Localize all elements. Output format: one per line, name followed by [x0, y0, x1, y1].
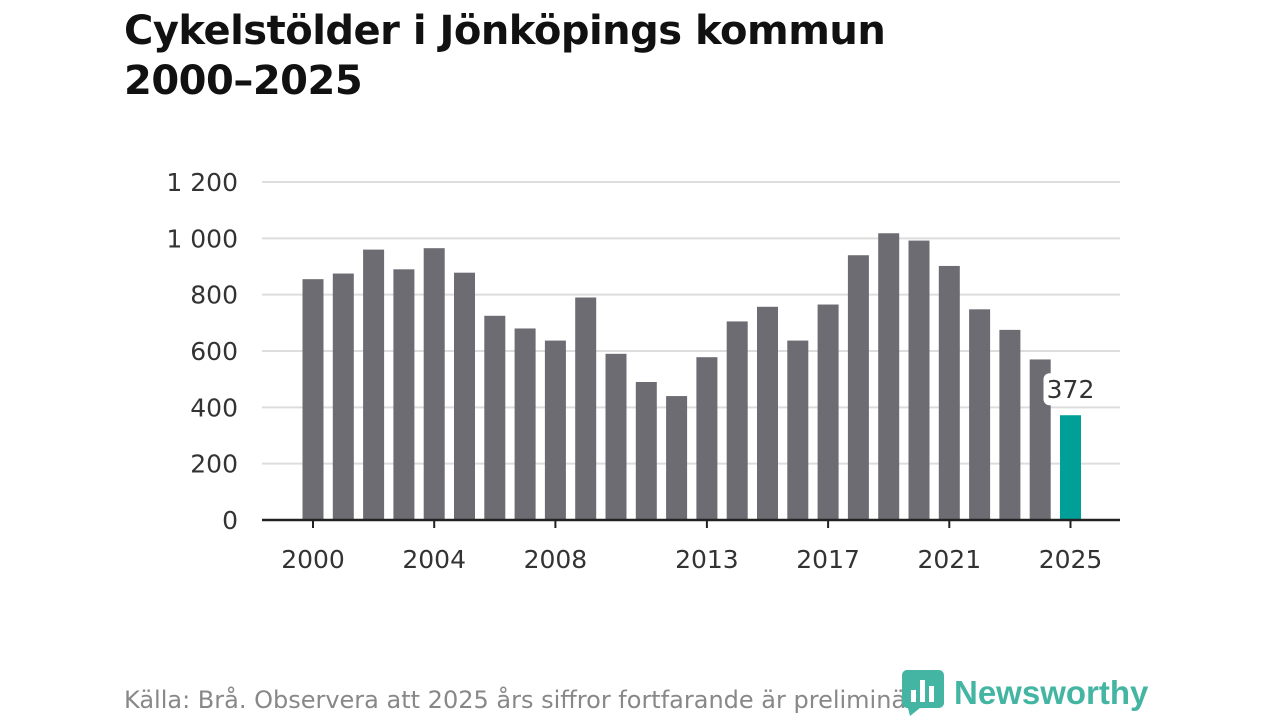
data-label-bg — [1043, 373, 1098, 406]
y-tick-label: 1 000 — [166, 224, 238, 253]
bar-2010 — [605, 353, 627, 520]
source-note: Källa: Brå. Observera att 2025 års siffr… — [124, 686, 939, 714]
x-tick-label: 2017 — [796, 545, 860, 574]
bar-2001 — [332, 273, 354, 520]
y-tick-label: 800 — [190, 281, 238, 310]
y-tick-label: 1 200 — [166, 168, 238, 197]
bar-2000 — [302, 279, 324, 520]
x-tick-label: 2000 — [281, 545, 345, 574]
chart-title-line-2: 2000–2025 — [124, 58, 363, 104]
x-tick-label: 2008 — [524, 545, 588, 574]
bar-2012 — [666, 396, 688, 520]
bar-2014 — [726, 321, 748, 520]
bar-2018 — [847, 255, 869, 520]
bar-2008 — [544, 340, 566, 520]
bar-2002 — [363, 249, 385, 520]
brand-name: Newsworthy — [954, 674, 1149, 711]
y-tick-label: 400 — [190, 393, 238, 422]
bar-2003 — [393, 269, 415, 520]
bar-2007 — [514, 328, 536, 520]
y-axis-ticks: 0 200 400 600 800 1 000 1 200 — [166, 168, 238, 535]
data-labels: 372 — [1043, 373, 1098, 406]
bar-2017 — [817, 304, 839, 520]
bar-2022 — [969, 309, 991, 520]
y-tick-label: 0 — [222, 506, 238, 535]
bars — [302, 233, 1081, 521]
bar-2023 — [999, 329, 1021, 520]
bar-2021 — [938, 265, 960, 520]
bar-2016 — [787, 340, 809, 520]
x-tick-label: 2013 — [675, 545, 739, 574]
bar-2009 — [575, 297, 597, 520]
chart-title: Cykelstölder i Jönköpings kommun 2000–20… — [124, 6, 1124, 106]
data-label-2025: 372 — [1047, 375, 1095, 404]
bar-2020 — [908, 240, 930, 520]
bar-2006 — [484, 315, 506, 520]
bar-2004 — [423, 248, 445, 521]
chart-title-line-1: Cykelstölder i Jönköpings kommun — [124, 8, 886, 54]
x-tick-label: 2021 — [917, 545, 981, 574]
bar-2019 — [878, 233, 900, 520]
y-tick-label: 600 — [190, 337, 238, 366]
brand-logo: Newsworthy — [902, 670, 1148, 716]
bar-2025 — [1060, 415, 1081, 520]
y-tick-label: 200 — [190, 450, 238, 479]
x-tick-label: 2004 — [402, 545, 466, 574]
x-axis: 2000 2004 2008 2013 2017 2021 2025 — [262, 518, 1120, 574]
bar-2005 — [454, 272, 475, 520]
bar-2013 — [696, 357, 718, 520]
bar-2011 — [635, 381, 657, 520]
newsworthy-logo-icon — [902, 670, 944, 716]
x-tick-label: 2025 — [1039, 545, 1103, 574]
gridlines — [262, 181, 1120, 465]
bar-2015 — [757, 306, 778, 520]
